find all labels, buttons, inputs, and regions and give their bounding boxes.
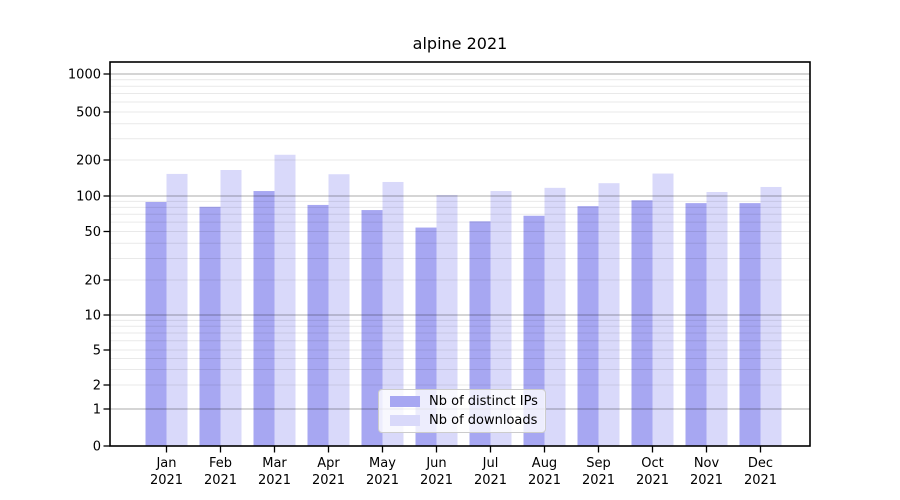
bar-downloads-may [382, 181, 404, 447]
y-tick-label: 0 [93, 440, 101, 455]
y-tick-label: 200 [76, 154, 101, 169]
x-tick-label-month: Apr [317, 456, 340, 471]
x-tick-label-year: 2021 [366, 473, 399, 488]
y-tick-label: 20 [84, 274, 101, 289]
legend-item-downloads: Nb of downloads [379, 413, 545, 428]
bar-downloads-apr [328, 174, 350, 447]
x-tick-label-year: 2021 [690, 473, 723, 488]
y-tick-label: 500 [76, 106, 101, 121]
bar-distinct-ips-jan [145, 201, 167, 446]
chart-title: alpine 2021 [412, 34, 508, 53]
legend-label-distinct-ips: Nb of distinct IPs [429, 394, 538, 409]
bar-distinct-ips-oct [631, 200, 653, 446]
x-tick-label-year: 2021 [744, 473, 777, 488]
x-tick-label-year: 2021 [474, 473, 507, 488]
bar-downloads-mar [274, 154, 296, 446]
x-tick-label-month: May [369, 456, 396, 471]
bar-downloads-sep [598, 183, 620, 446]
x-tick-label-month: Jul [482, 456, 499, 471]
y-tick-label: 1 [93, 403, 101, 418]
x-tick-label-month: Aug [532, 456, 557, 471]
bar-downloads-jun [436, 194, 458, 446]
bar-distinct-ips-apr [307, 204, 329, 446]
legend-item-distinct-ips: Nb of distinct IPs [379, 394, 545, 409]
x-tick-label-month: Jun [425, 456, 446, 471]
bar-distinct-ips-may [361, 210, 383, 446]
y-tick-label: 50 [84, 225, 101, 240]
bar-distinct-ips-nov [685, 203, 707, 446]
legend-swatch-distinct-ips [390, 396, 420, 407]
x-tick-label-year: 2021 [528, 473, 561, 488]
x-tick-label-year: 2021 [636, 473, 669, 488]
axes-spines [109, 61, 811, 447]
bar-downloads-dec [760, 186, 782, 446]
y-tick-label: 5 [93, 344, 101, 359]
bar-downloads-oct [652, 173, 674, 446]
bar-downloads-jul [490, 191, 512, 446]
x-tick-label-month: Jan [155, 456, 176, 471]
bar-downloads-feb [220, 169, 242, 447]
bar-downloads-nov [706, 192, 728, 446]
bar-downloads-aug [544, 187, 566, 446]
x-tick-label-month: Sep [586, 456, 611, 471]
x-tick-label-year: 2021 [258, 473, 291, 488]
y-tick-label: 1000 [68, 68, 101, 83]
x-tick-label-year: 2021 [312, 473, 345, 488]
legend-swatch-downloads [390, 415, 420, 426]
x-tick-label-month: Nov [694, 456, 720, 471]
bar-distinct-ips-feb [199, 206, 221, 446]
x-tick-label-month: Feb [209, 456, 232, 471]
x-tick-label-month: Dec [748, 456, 773, 471]
x-tick-label-year: 2021 [420, 473, 453, 488]
x-tick-label-year: 2021 [204, 473, 237, 488]
x-tick-label-year: 2021 [582, 473, 615, 488]
y-tick-label: 2 [93, 379, 101, 394]
legend: Nb of distinct IPs Nb of downloads [378, 389, 546, 433]
bar-distinct-ips-dec [739, 203, 761, 446]
y-tick-label: 10 [84, 309, 101, 324]
bar-distinct-ips-mar [253, 191, 275, 446]
bar-distinct-ips-aug [523, 215, 545, 446]
x-tick-label-month: Mar [262, 456, 287, 471]
legend-label-downloads: Nb of downloads [429, 413, 538, 428]
x-tick-label-year: 2021 [150, 473, 183, 488]
x-tick-label-month: Oct [641, 456, 663, 471]
bar-distinct-ips-sep [577, 206, 599, 446]
y-tick-label: 100 [76, 190, 101, 205]
bar-downloads-jan [166, 173, 188, 447]
